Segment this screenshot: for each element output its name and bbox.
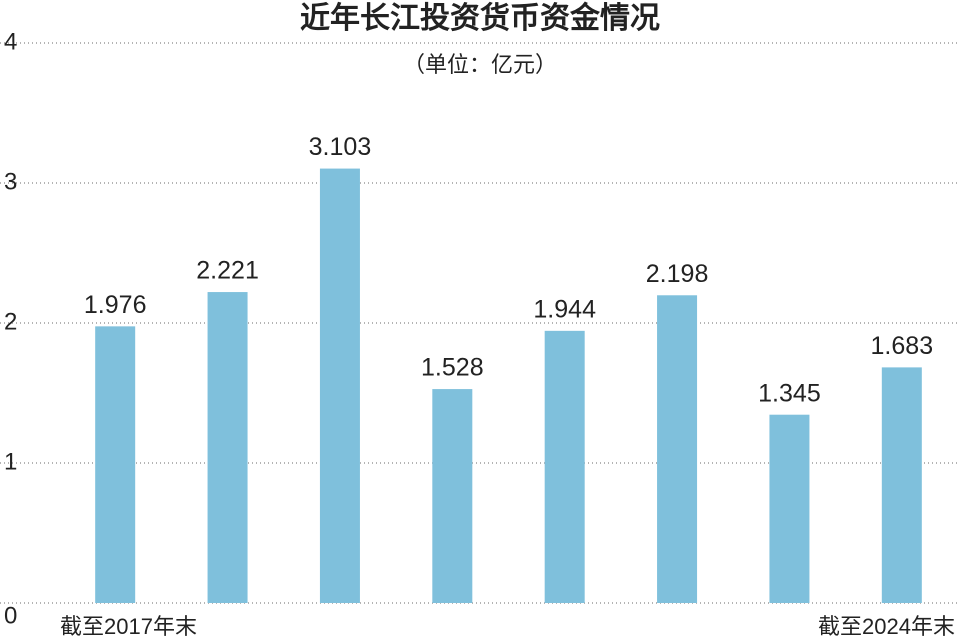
value-label: 2.221 xyxy=(196,257,259,285)
bar xyxy=(432,389,473,603)
bar xyxy=(319,168,360,603)
bar xyxy=(881,367,922,603)
y-tick-label: 1 xyxy=(4,448,17,475)
value-label: 3.103 xyxy=(309,133,372,161)
y-tick-label: 4 xyxy=(4,28,17,55)
chart-subtitle: （单位：亿元） xyxy=(403,52,557,77)
y-tick-label: 2 xyxy=(4,308,17,335)
value-label: 1.528 xyxy=(421,354,484,382)
bar xyxy=(657,295,698,603)
value-label: 1.683 xyxy=(871,332,934,360)
x-tick-label: 截至2024年末 xyxy=(818,614,955,639)
value-label: 1.976 xyxy=(84,291,147,319)
chart-title: 近年长江投资货币资金情况 xyxy=(300,1,660,35)
y-tick-label: 3 xyxy=(4,168,17,195)
value-label: 2.198 xyxy=(646,260,709,288)
bar xyxy=(769,414,810,603)
bar xyxy=(544,330,585,603)
bar xyxy=(207,292,248,603)
value-label: 1.345 xyxy=(758,379,821,407)
x-tick-label: 截至2017年末 xyxy=(60,614,197,639)
y-tick-label: 0 xyxy=(4,602,17,629)
value-label: 1.944 xyxy=(533,295,596,323)
bar xyxy=(95,326,136,603)
